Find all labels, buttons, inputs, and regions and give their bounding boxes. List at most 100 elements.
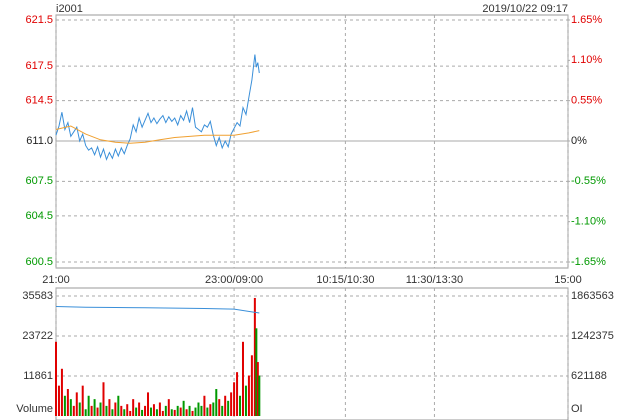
volume-bar bbox=[99, 402, 102, 416]
volume-bar bbox=[191, 410, 194, 416]
volume-bar bbox=[57, 385, 60, 416]
volume-bar bbox=[224, 395, 227, 416]
volume-bar bbox=[102, 382, 105, 416]
volume-bar bbox=[230, 392, 233, 416]
y-tick-label: 11861 bbox=[23, 370, 53, 382]
y2-label: OI bbox=[571, 403, 583, 415]
volume-bar bbox=[247, 375, 250, 416]
volume-bar bbox=[117, 395, 120, 416]
y-tick-label: 614.5 bbox=[25, 95, 53, 107]
volume-bar bbox=[93, 399, 96, 416]
volume-bar bbox=[176, 405, 179, 416]
volume-bar bbox=[173, 409, 176, 416]
volume-bar bbox=[170, 409, 173, 416]
y-tick-label: 617.5 bbox=[25, 60, 53, 72]
volume-bar bbox=[209, 404, 212, 416]
volume-bar bbox=[167, 399, 170, 416]
oi-line bbox=[55, 306, 260, 314]
volume-bar bbox=[253, 297, 256, 416]
volume-bar bbox=[227, 400, 230, 416]
volume-bar bbox=[250, 355, 253, 416]
volume-bar bbox=[182, 400, 185, 416]
volume-bar bbox=[120, 405, 123, 416]
volume-bar bbox=[258, 375, 261, 416]
volume-bar bbox=[60, 368, 63, 416]
y-label: Volume bbox=[16, 403, 53, 415]
volume-bar bbox=[69, 399, 72, 416]
price-line bbox=[55, 54, 260, 161]
volume-bar bbox=[241, 341, 244, 416]
volume-bar bbox=[218, 399, 221, 416]
volume-bar bbox=[63, 395, 66, 416]
y-tick-label: 23722 bbox=[22, 330, 53, 342]
symbol: i2001 bbox=[56, 3, 83, 15]
volume-bar bbox=[55, 341, 57, 416]
volume-bar bbox=[155, 409, 158, 416]
volume-bar bbox=[96, 407, 99, 416]
volume-bar bbox=[144, 405, 147, 416]
volume-bar bbox=[129, 410, 132, 416]
volume-bar bbox=[78, 402, 81, 416]
volume-bar bbox=[164, 405, 167, 416]
y-tick-label: 621.5 bbox=[25, 14, 53, 26]
y2-tick-label: -0.55% bbox=[571, 175, 606, 187]
y2-tick-label: 0% bbox=[571, 135, 587, 147]
volume-bar bbox=[72, 405, 75, 416]
volume-bar bbox=[215, 389, 218, 416]
volume-bar bbox=[135, 407, 138, 416]
y2-tick-label: 621188 bbox=[571, 370, 607, 382]
x-tick-label: 10:15/10:30 bbox=[316, 274, 374, 286]
volume-bar bbox=[256, 362, 259, 416]
y2-tick-label: 1863563 bbox=[571, 290, 614, 302]
volume-bar bbox=[203, 395, 206, 416]
volume-bar bbox=[108, 399, 111, 416]
x-tick-label: 15:00 bbox=[554, 274, 582, 286]
volume-bar bbox=[244, 385, 247, 416]
y-tick-label: 611.0 bbox=[26, 135, 53, 147]
volume-bar bbox=[147, 392, 150, 416]
volume-bar bbox=[126, 404, 129, 416]
price-line bbox=[55, 125, 260, 144]
volume-bar bbox=[141, 409, 144, 416]
y2-tick-label: 1242375 bbox=[571, 330, 614, 342]
volume-bar bbox=[233, 382, 236, 416]
volume-bar bbox=[149, 407, 152, 416]
x-tick-label: 23:00/09:00 bbox=[205, 274, 263, 286]
volume-bar bbox=[158, 402, 161, 416]
y-tick-label: 600.5 bbox=[25, 256, 53, 268]
volume-bar bbox=[161, 410, 164, 416]
volume-bar bbox=[236, 372, 239, 416]
volume-bar bbox=[138, 402, 141, 416]
y2-tick-label: 1.65% bbox=[571, 14, 602, 26]
volume-bar bbox=[84, 409, 87, 416]
volume-bar bbox=[179, 407, 182, 416]
volume-bar bbox=[221, 405, 224, 416]
x-tick-label: 11:30/13:30 bbox=[406, 274, 463, 286]
y2-tick-label: 0.55% bbox=[571, 95, 602, 107]
volume-bar bbox=[132, 399, 135, 416]
y2-tick-label: 1.10% bbox=[571, 54, 602, 66]
x-tick-label: 21:00 bbox=[42, 274, 70, 286]
y-tick-label: 607.5 bbox=[25, 175, 53, 187]
volume-bar bbox=[255, 328, 258, 416]
volume-bar bbox=[200, 405, 203, 416]
y-tick-label: 604.5 bbox=[25, 210, 53, 222]
volume-bar bbox=[123, 409, 126, 416]
volume-bar bbox=[194, 407, 197, 416]
timestamp: 2019/10/22 09:17 bbox=[482, 3, 568, 15]
volume-bar bbox=[90, 405, 93, 416]
volume-bar bbox=[81, 385, 84, 416]
volume-bar bbox=[66, 389, 69, 416]
volume-bar bbox=[111, 409, 114, 416]
volume-bar bbox=[87, 395, 90, 416]
volume-bar bbox=[206, 407, 209, 416]
volume-bar bbox=[239, 395, 242, 416]
volume-bar bbox=[152, 404, 155, 416]
y-tick-label: 35583 bbox=[22, 290, 53, 302]
volume-bar bbox=[197, 402, 200, 416]
volume-bar bbox=[105, 405, 108, 416]
volume-bar bbox=[188, 405, 191, 416]
volume-bar bbox=[75, 392, 78, 416]
volume-bar bbox=[185, 409, 188, 416]
